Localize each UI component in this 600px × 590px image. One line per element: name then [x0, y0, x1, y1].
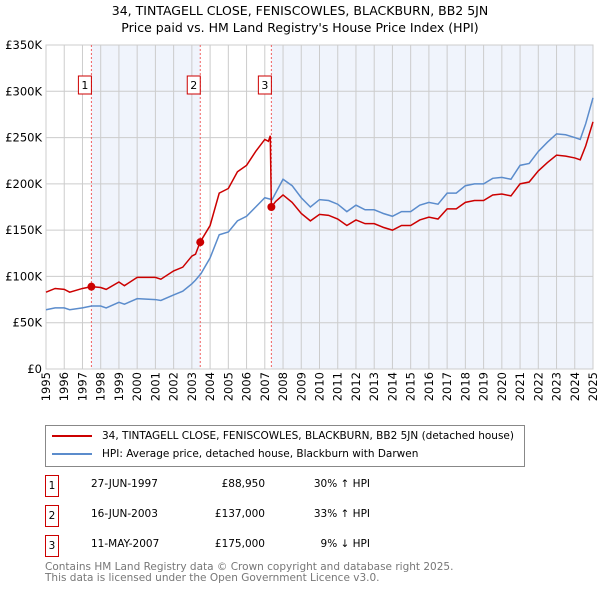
x-tick-label: 2004	[203, 372, 217, 401]
chart-subtitle: Price paid vs. HM Land Registry's House …	[121, 20, 479, 35]
sale-hpi-diff: 9% ↓ HPI	[320, 538, 370, 550]
x-tick-label: 2003	[185, 372, 199, 401]
sale-hpi-diff: 33% ↑ HPI	[313, 508, 370, 520]
footer-line: This data is licensed under the Open Gov…	[45, 572, 380, 584]
sale-price: £88,950	[221, 478, 265, 490]
sale-hpi-diff: 30% ↑ HPI	[313, 478, 370, 490]
hpi-line	[45, 97, 594, 311]
x-tick-label: 1997	[75, 372, 89, 401]
x-tick-label: 2014	[385, 372, 399, 401]
sale-date: 27-JUN-1997	[91, 478, 158, 490]
shaded-period	[91, 45, 201, 369]
x-tick-label: 2021	[513, 372, 527, 401]
chart-title: 34, TINTAGELL CLOSE, FENISCOWLES, BLACKB…	[111, 3, 489, 18]
plot-area: £0 £50K £100K £150K £200K £250K £300K £350K 1995…	[5, 38, 600, 401]
sale-number-box	[186, 75, 201, 95]
y-tick-label: £0	[27, 362, 42, 376]
sale-point	[87, 282, 96, 291]
y-tick-label: £200K	[5, 177, 42, 191]
x-tick-label: 2009	[294, 372, 308, 401]
legend: 34, TINTAGELL CLOSE, FENISCOWLES, BLACKB…	[45, 425, 525, 467]
y-tick-label: £150K	[5, 223, 42, 237]
sale-point	[196, 238, 205, 247]
property-price-line	[45, 121, 594, 293]
x-tick-label: 1999	[112, 372, 126, 401]
x-tick-label: 2012	[349, 372, 363, 401]
sale-number: 1	[81, 79, 88, 92]
x-tick-label: 2000	[130, 372, 144, 401]
sale-number-box	[257, 75, 272, 95]
x-tick-label: 2010	[313, 372, 327, 401]
x-tick-label: 2024	[568, 372, 582, 401]
sale-number-badge: 3	[45, 535, 59, 557]
sale-date: 16-JUN-2003	[91, 508, 158, 520]
footer: Contains HM Land Registry data © Crown c…	[45, 562, 453, 584]
x-tick-label: 2015	[404, 372, 418, 401]
x-tick-label: 2020	[495, 372, 509, 401]
y-tick-label: £300K	[5, 84, 42, 98]
x-tick-label: 2005	[221, 372, 235, 401]
sale-date: 11-MAY-2007	[91, 538, 160, 550]
y-tick-label: £250K	[5, 131, 42, 145]
sale-number-box	[77, 75, 92, 95]
x-tick-label: 2018	[458, 372, 472, 401]
sale-number-badge: 2	[45, 505, 59, 527]
plot-frame	[45, 44, 594, 370]
x-tick-label: 2001	[148, 372, 162, 401]
x-tick-label: 2011	[331, 372, 345, 401]
x-tick-label: 2022	[531, 372, 545, 401]
legend-item-hpi: HPI: Average price, detached house, Blac…	[52, 448, 418, 460]
x-tick-label: 2016	[422, 372, 436, 401]
sale-number-badge: 1	[45, 475, 59, 497]
x-tick-label: 2025	[586, 372, 600, 401]
x-tick-label: 2023	[550, 372, 564, 401]
sale-number: 2	[190, 79, 197, 92]
x-tick-label: 2006	[240, 372, 254, 401]
sale-price: £175,000	[214, 538, 265, 550]
legend-item-property: 34, TINTAGELL CLOSE, FENISCOWLES, BLACKB…	[52, 430, 514, 442]
sale-point	[267, 203, 276, 211]
x-tick-label: 2008	[276, 372, 290, 401]
x-tick-label: 1998	[94, 372, 108, 401]
legend-label: 34, TINTAGELL CLOSE, FENISCOWLES, BLACKB…	[102, 430, 514, 442]
x-tick-label: 1995	[39, 372, 53, 401]
footer-line: Contains HM Land Registry data © Crown c…	[45, 561, 454, 573]
legend-swatch-blue	[52, 453, 92, 455]
x-tick-label: 1996	[57, 372, 71, 401]
shaded-period	[271, 45, 593, 369]
y-tick-label: £50K	[13, 316, 43, 330]
y-tick-label: £350K	[5, 38, 42, 52]
x-tick-label: 2017	[440, 372, 454, 401]
sale-price: £137,000	[214, 508, 265, 520]
x-tick-label: 2013	[367, 372, 381, 401]
x-tick-label: 2007	[258, 372, 272, 401]
y-tick-label: £100K	[5, 269, 42, 283]
x-tick-label: 2002	[167, 372, 181, 401]
legend-label: HPI: Average price, detached house, Blac…	[102, 448, 419, 460]
sale-number: 3	[261, 79, 268, 92]
legend-swatch-red	[52, 435, 92, 437]
x-tick-label: 2019	[477, 372, 491, 401]
